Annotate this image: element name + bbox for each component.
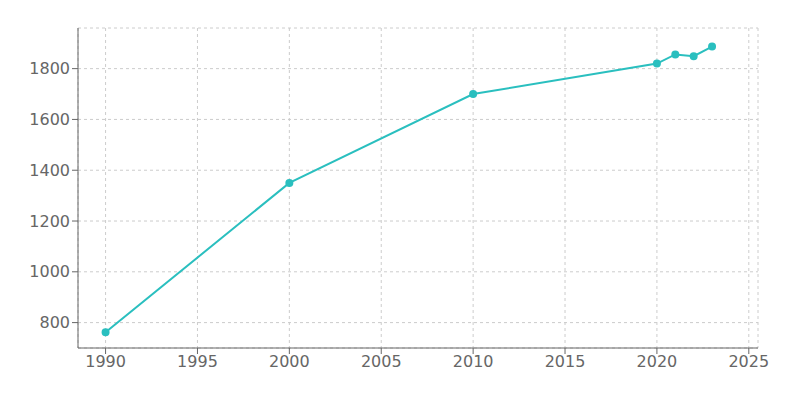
svg-text:1000: 1000 (29, 262, 70, 281)
svg-text:2025: 2025 (728, 352, 769, 371)
svg-text:1990: 1990 (85, 352, 126, 371)
svg-text:800: 800 (39, 313, 70, 332)
svg-text:1800: 1800 (29, 59, 70, 78)
svg-text:1995: 1995 (177, 352, 218, 371)
svg-text:2020: 2020 (637, 352, 678, 371)
svg-text:2010: 2010 (453, 352, 494, 371)
svg-text:1400: 1400 (29, 161, 70, 180)
svg-text:2015: 2015 (545, 352, 586, 371)
svg-text:1600: 1600 (29, 110, 70, 129)
svg-text:2005: 2005 (361, 352, 402, 371)
svg-text:1200: 1200 (29, 212, 70, 231)
svg-text:2000: 2000 (269, 352, 310, 371)
